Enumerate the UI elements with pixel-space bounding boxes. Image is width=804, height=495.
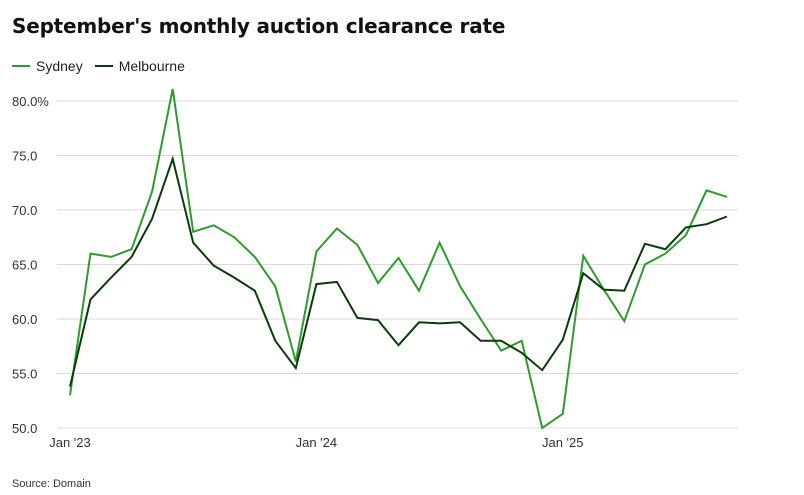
chart-legend: Sydney Melbourne xyxy=(12,58,197,74)
legend-label-sydney: Sydney xyxy=(36,58,83,74)
chart-title: September's monthly auction clearance ra… xyxy=(12,14,506,38)
series-line-melbourne xyxy=(69,155,728,387)
series-line-sydney xyxy=(69,88,728,430)
y-tick-label: 75.0 xyxy=(12,149,37,164)
y-tick-label: 65.0 xyxy=(12,258,37,273)
legend-swatch-sydney xyxy=(12,65,30,67)
legend-label-melbourne: Melbourne xyxy=(118,58,185,74)
source-note: Source: Domain xyxy=(12,478,91,490)
x-tick-label: Jan '24 xyxy=(296,435,338,450)
y-tick-label: 60.0 xyxy=(12,312,37,327)
x-tick-label: Jan '23 xyxy=(49,435,91,450)
y-tick-label: 70.0 xyxy=(12,203,37,218)
legend-swatch-melbourne xyxy=(94,65,113,67)
x-tick-label: Jan '25 xyxy=(542,435,584,450)
legend-item-melbourne[interactable]: Melbourne xyxy=(94,58,185,74)
legend-item-sydney[interactable]: Sydney xyxy=(12,58,83,74)
y-tick-label: 55.0 xyxy=(12,367,37,382)
y-tick-label: 80.0% xyxy=(12,94,49,109)
y-tick-label: 50.0 xyxy=(12,421,37,436)
